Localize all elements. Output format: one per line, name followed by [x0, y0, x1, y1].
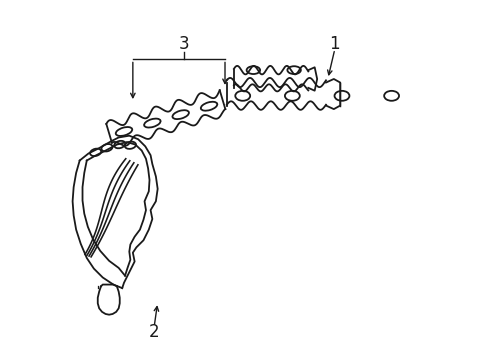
Ellipse shape: [246, 66, 260, 74]
Ellipse shape: [114, 141, 125, 148]
Text: 2: 2: [148, 323, 159, 341]
Ellipse shape: [384, 91, 398, 101]
Ellipse shape: [334, 91, 349, 101]
Ellipse shape: [101, 144, 112, 152]
Ellipse shape: [172, 110, 188, 119]
Ellipse shape: [201, 102, 217, 111]
Text: 1: 1: [329, 35, 340, 53]
Text: 3: 3: [179, 35, 189, 53]
Ellipse shape: [116, 127, 132, 136]
Ellipse shape: [287, 66, 300, 74]
Ellipse shape: [235, 91, 250, 101]
Ellipse shape: [90, 149, 101, 156]
Ellipse shape: [144, 118, 160, 127]
Ellipse shape: [285, 91, 299, 101]
Ellipse shape: [124, 141, 136, 149]
